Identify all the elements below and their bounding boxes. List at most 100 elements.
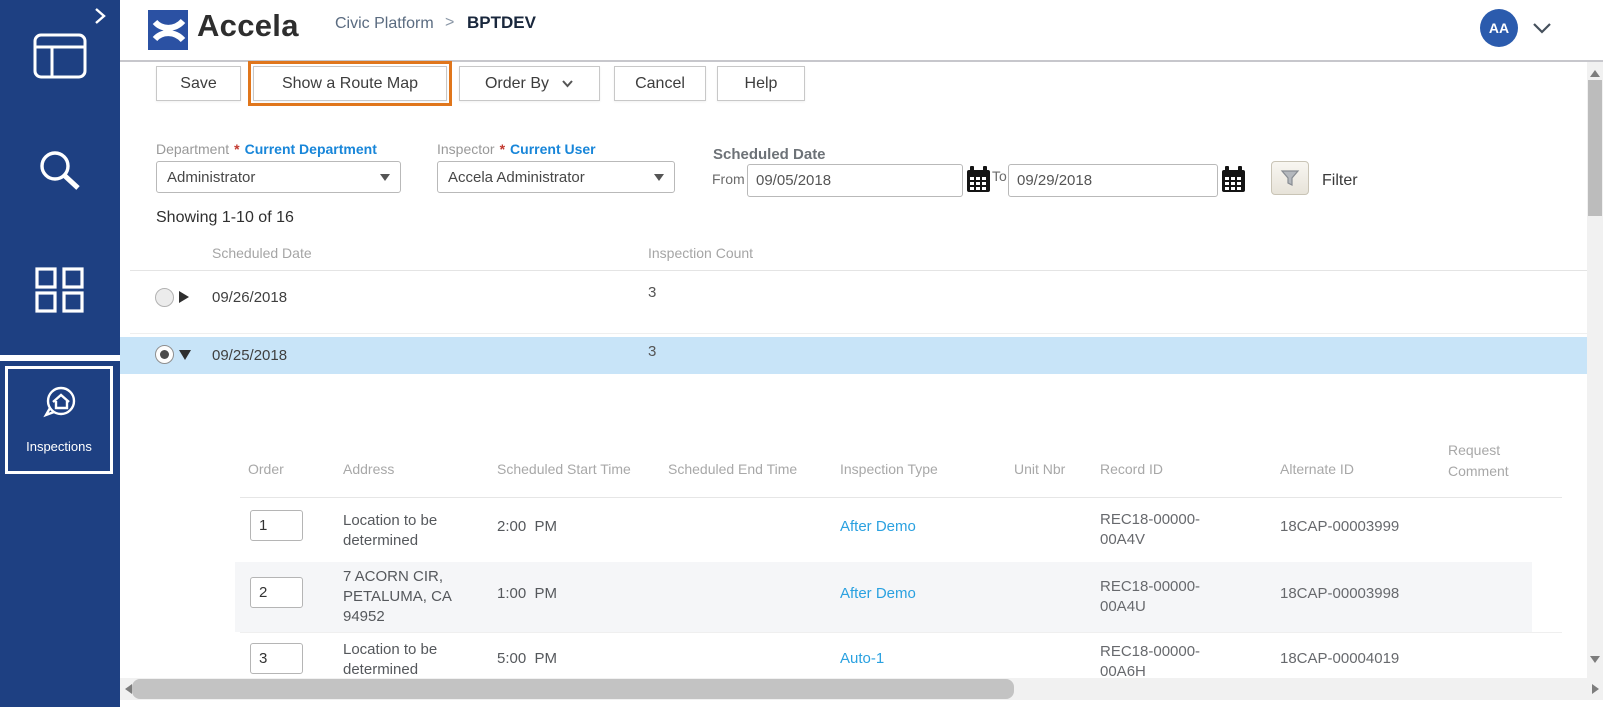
inspector-label: Inspector <box>437 141 495 157</box>
filter-button[interactable] <box>1271 161 1309 195</box>
from-label: From <box>712 171 745 187</box>
row-radio-selected[interactable] <box>155 345 174 364</box>
address-cell: Location to be determined <box>343 641 438 678</box>
caret-down-icon <box>380 173 390 181</box>
inspection-type-link[interactable]: Auto-1 <box>840 650 885 667</box>
show-route-map-button[interactable]: Show a Route Map <box>248 61 452 106</box>
chevron-down-icon <box>562 80 573 88</box>
detail-column-request-comment: Request Comment <box>1448 442 1509 479</box>
to-label: To <box>992 168 1007 184</box>
apps-grid-icon[interactable] <box>0 266 120 314</box>
divider <box>240 632 1562 633</box>
summary-row-date[interactable]: 09/25/2018 <box>212 347 288 364</box>
alternate-id-cell: 18CAP-00004019 <box>1280 650 1400 667</box>
cancel-button[interactable]: Cancel <box>614 66 706 101</box>
start-time-cell: 5:00 PM <box>497 650 558 667</box>
scroll-down-icon[interactable] <box>1590 656 1600 663</box>
summary-row-date[interactable]: 09/26/2018 <box>212 289 288 306</box>
breadcrumb-separator: > <box>445 14 455 31</box>
vertical-scrollbar[interactable] <box>1587 62 1603 678</box>
required-marker: * <box>499 141 506 157</box>
scroll-right-icon[interactable] <box>1592 684 1599 694</box>
order-input[interactable] <box>250 643 303 674</box>
department-label-row: Department * Current Department <box>156 141 377 157</box>
sidebar: Inspections <box>0 0 120 707</box>
record-id-cell: REC18-00000-00A6H <box>1100 643 1201 680</box>
detail-column-record-id: Record ID <box>1100 461 1164 477</box>
department-select-value: Administrator <box>167 168 256 186</box>
sidebar-expand-chevron-icon[interactable] <box>88 5 110 27</box>
order-input[interactable] <box>250 510 303 541</box>
breadcrumb-platform[interactable]: Civic Platform <box>335 15 434 32</box>
current-department-link[interactable]: Current Department <box>244 141 377 157</box>
date-to-input[interactable] <box>1008 164 1218 197</box>
start-time-cell: 1:00 PM <box>497 585 558 602</box>
detail-column-unit-nbr: Unit Nbr <box>1014 461 1066 477</box>
alternate-id-cell: 18CAP-00003998 <box>1280 585 1400 602</box>
caret-down-icon <box>654 173 664 181</box>
inspector-select-value: Accela Administrator <box>448 168 585 186</box>
accela-logo-icon <box>148 10 188 50</box>
horizontal-scrollbar-thumb[interactable] <box>132 679 1014 699</box>
table-row-stripe <box>235 562 1532 632</box>
address-cell: 7 ACORN CIR, PETALUMA, CA 94952 <box>343 568 452 625</box>
scroll-up-icon[interactable] <box>1590 70 1600 77</box>
collapse-row-icon[interactable] <box>179 350 191 360</box>
calendar-icon[interactable] <box>966 166 991 198</box>
summary-column-scheduled-date: Scheduled Date <box>212 245 312 261</box>
layout-panel-icon[interactable] <box>0 32 120 80</box>
scheduled-date-label: Scheduled Date <box>713 146 826 163</box>
order-by-button[interactable]: Order By <box>459 66 600 101</box>
help-button[interactable]: Help <box>717 66 805 101</box>
divider <box>130 333 1587 334</box>
breadcrumb-app[interactable]: BPTDEV <box>467 13 536 32</box>
chevron-down-icon[interactable] <box>1530 20 1554 41</box>
start-time-cell: 2:00 PM <box>497 518 558 535</box>
order-input[interactable] <box>250 577 303 608</box>
divider <box>240 497 1562 498</box>
department-label: Department <box>156 141 230 157</box>
summary-column-inspection-count: Inspection Count <box>648 245 754 261</box>
divider <box>130 270 1587 271</box>
top-header: Accela Civic Platform > BPTDEV AA <box>120 0 1603 62</box>
save-button[interactable]: Save <box>156 66 241 101</box>
selected-summary-row[interactable] <box>120 337 1587 374</box>
results-count-text: Showing 1-10 of 16 <box>156 209 294 226</box>
inspector-select[interactable]: Accela Administrator <box>437 161 675 193</box>
inspection-type-link[interactable]: After Demo <box>840 518 916 535</box>
date-from-input[interactable] <box>747 164 963 197</box>
sidebar-item-label: Inspections <box>26 439 92 454</box>
alternate-id-cell: 18CAP-00003999 <box>1280 518 1400 535</box>
inspector-label-row: Inspector * Current User <box>437 141 596 157</box>
expand-row-icon[interactable] <box>179 291 189 303</box>
address-cell: Location to be determined <box>343 512 438 549</box>
avatar[interactable]: AA <box>1480 9 1518 47</box>
summary-row-count: 3 <box>648 284 657 301</box>
sidebar-item-inspections[interactable]: Inspections <box>5 366 113 474</box>
record-id-cell: REC18-00000-00A4V <box>1100 511 1201 548</box>
vertical-scrollbar-thumb[interactable] <box>1588 80 1602 216</box>
detail-column-address: Address <box>343 461 395 477</box>
detail-column-start-time: Scheduled Start Time <box>497 461 631 477</box>
detail-column-alternate-id: Alternate ID <box>1280 461 1354 477</box>
search-icon[interactable] <box>0 146 120 198</box>
detail-column-end-time: Scheduled End Time <box>668 461 798 477</box>
summary-row-count: 3 <box>648 343 657 360</box>
detail-column-order: Order <box>248 461 284 477</box>
scroll-left-icon[interactable] <box>125 684 132 694</box>
required-marker: * <box>234 141 240 157</box>
accela-wordmark: Accela <box>197 8 299 43</box>
current-user-link[interactable]: Current User <box>510 141 596 157</box>
inspection-type-link[interactable]: After Demo <box>840 585 916 602</box>
sidebar-divider <box>0 355 120 361</box>
order-by-label: Order By <box>484 74 549 92</box>
filter-label: Filter <box>1322 172 1358 189</box>
department-select[interactable]: Administrator <box>156 161 401 193</box>
funnel-icon <box>1280 170 1300 186</box>
row-radio-unselected[interactable] <box>155 288 174 307</box>
record-id-cell: REC18-00000-00A4U <box>1100 578 1201 615</box>
calendar-icon[interactable] <box>1221 166 1246 198</box>
inspections-icon <box>8 381 110 425</box>
detail-column-inspection-type: Inspection Type <box>840 461 938 477</box>
